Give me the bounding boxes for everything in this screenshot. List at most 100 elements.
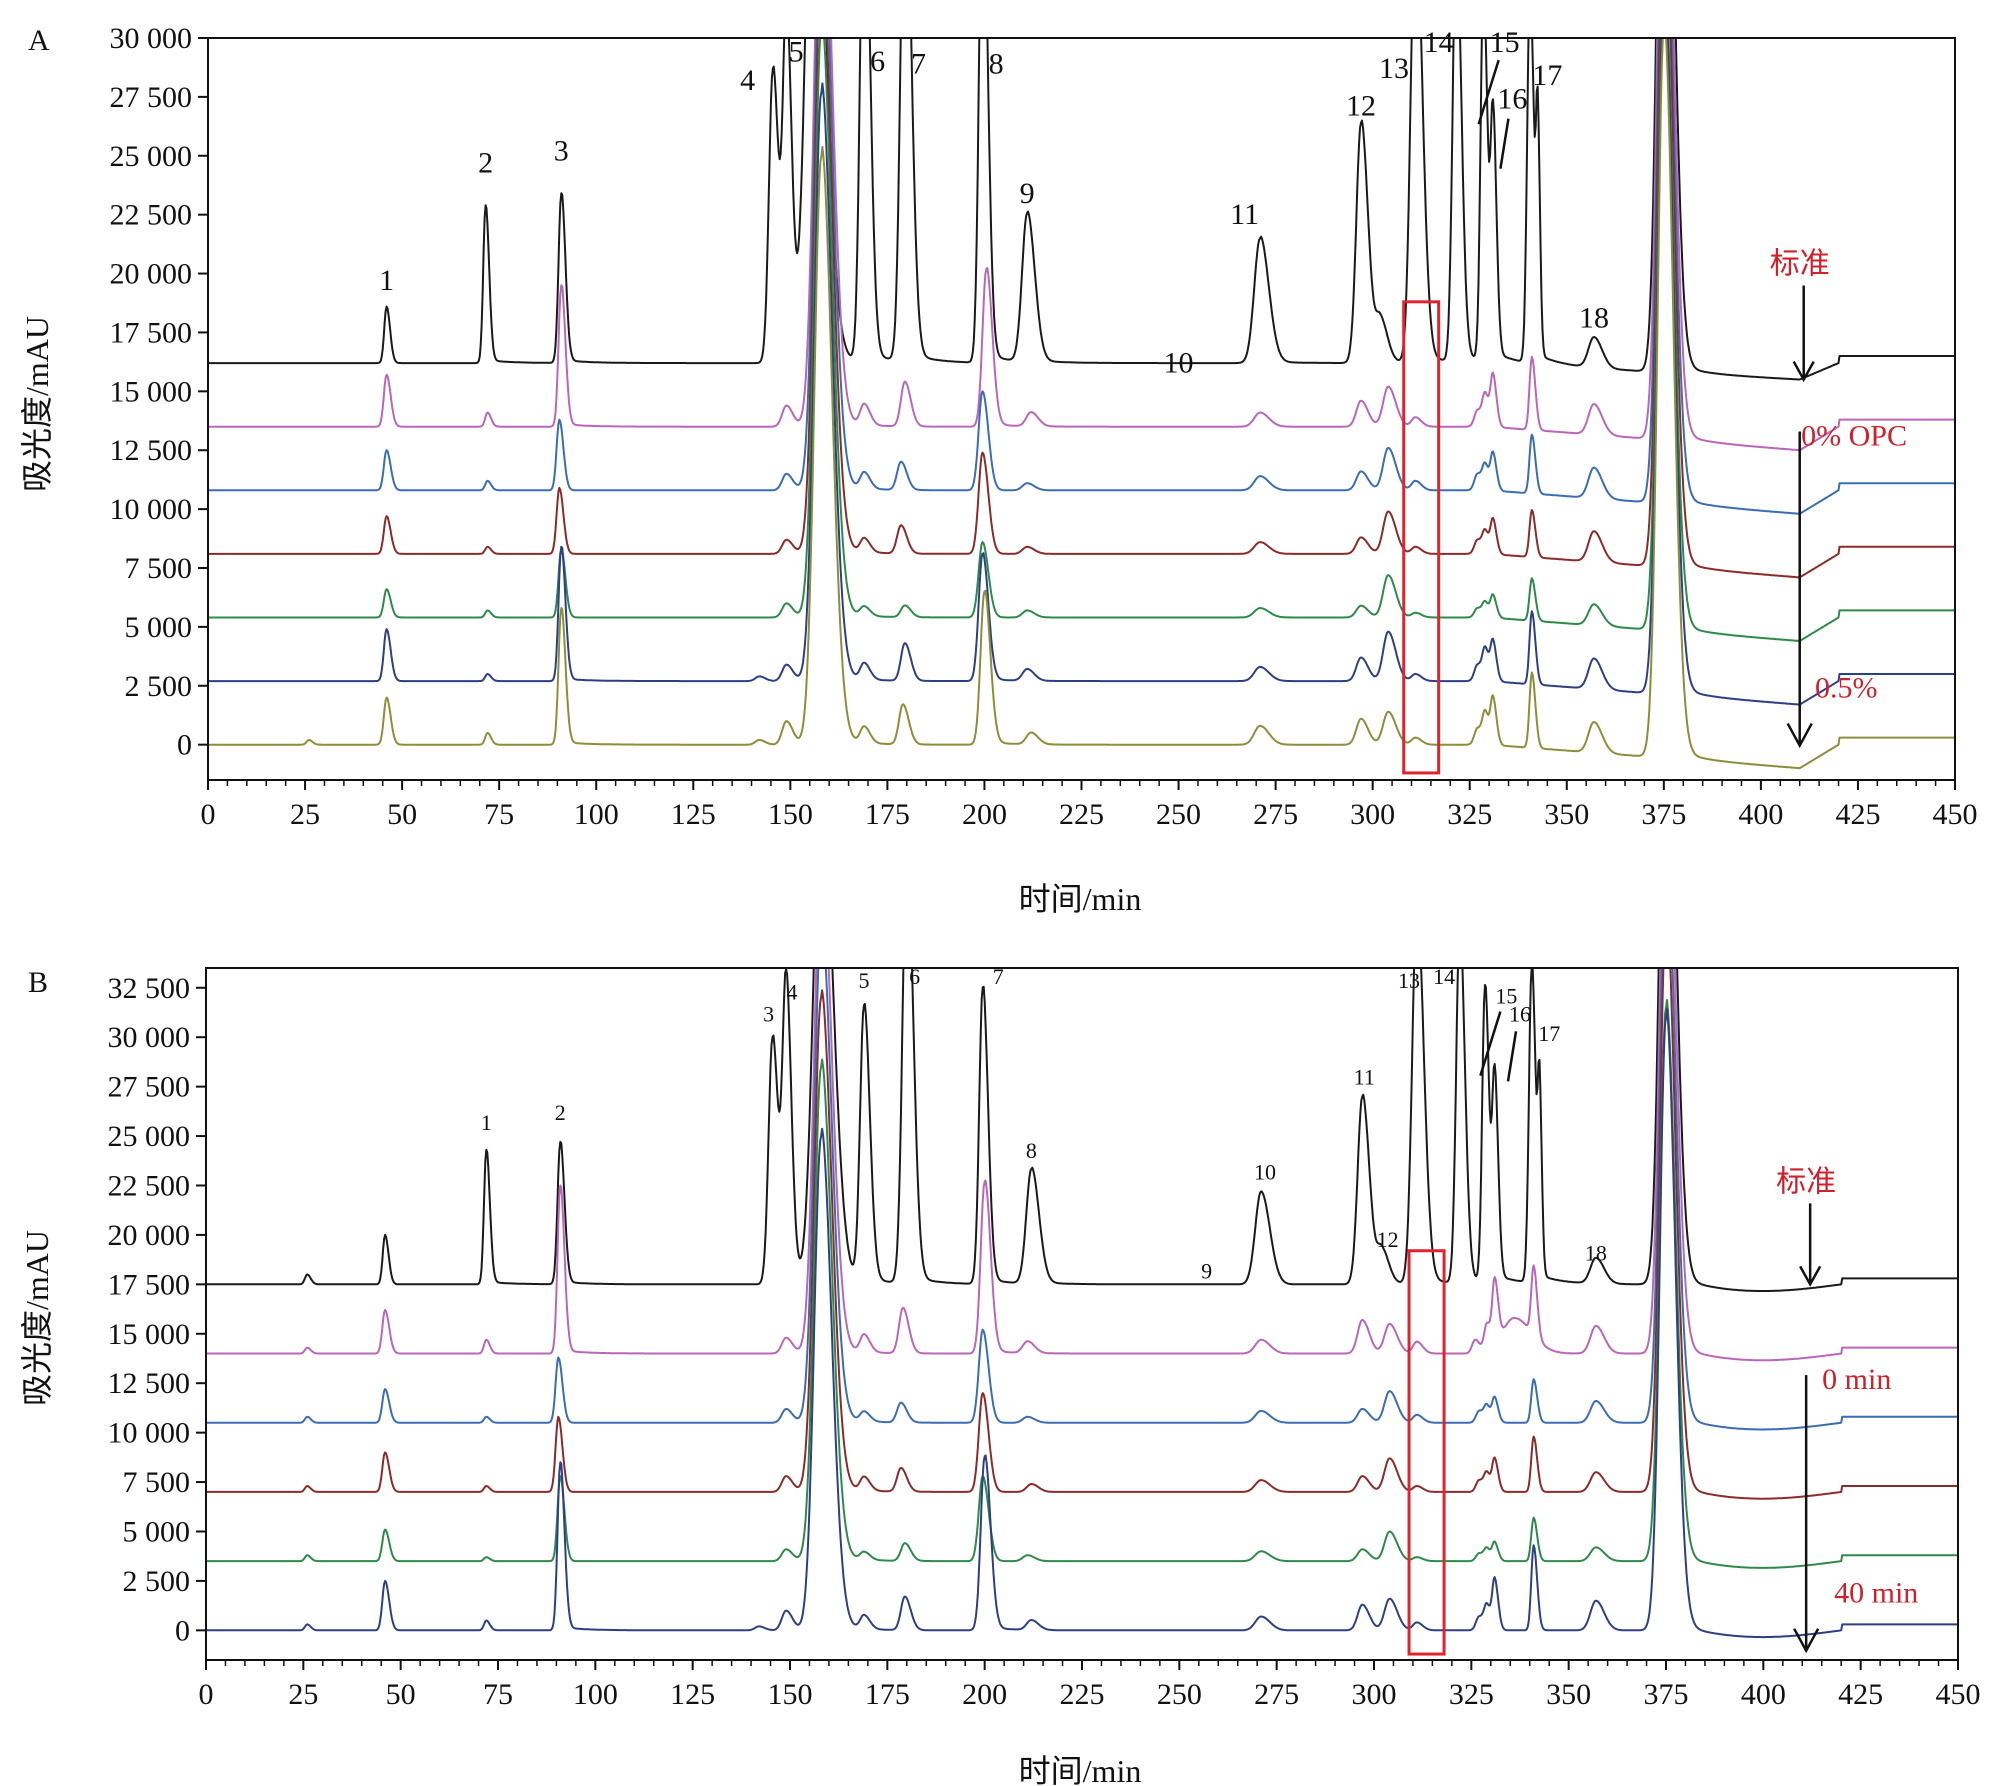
panel-a-x-tick-label: 75	[484, 798, 514, 831]
panel-b-frame	[205, 967, 1959, 1661]
panel-b-series-trace-5	[206, 1008, 1958, 1639]
panel-a-annotation: 标准	[1770, 248, 1830, 281]
panel-b-series-trace-4	[206, 999, 1958, 1569]
panel-b-annotation: 0 min	[1822, 1363, 1891, 1396]
panel-b-x-tick-label: 250	[1157, 1678, 1202, 1711]
panel-b-peak-label: 1	[481, 1110, 492, 1135]
panel-b-peak-label: 5	[858, 968, 869, 993]
panel-b-x-tick-label: 425	[1838, 1678, 1883, 1711]
panel-b-x-tick-label: 400	[1741, 1678, 1786, 1711]
panel-b-x-tick-label: 25	[288, 1678, 318, 1711]
panel-b-peak-label: 7	[993, 964, 1004, 989]
panel-a-x-tick-label: 100	[574, 798, 619, 831]
panel-a-x-tick-label: 150	[768, 798, 813, 831]
panel-a-y-tick-label: 27 500	[110, 81, 193, 114]
panel-a-peak-label: 2	[478, 146, 493, 179]
panel-a-x-tick-label: 200	[962, 798, 1007, 831]
panel-a-x-tick-label: 250	[1156, 798, 1201, 831]
panel-a-series-order-arrow-head	[1786, 722, 1813, 749]
panel-a-y-tick-label: 22 500	[110, 199, 193, 232]
panel-a-annotations: 标准 0% OPC 0.5%	[1770, 248, 1907, 749]
panel-a-peak-label: 16	[1497, 83, 1527, 116]
panel-a-peak-15-leader	[1477, 59, 1500, 125]
panel-a-x-tick-label: 25	[290, 798, 320, 831]
panel-a-x-tick-label: 50	[387, 798, 417, 831]
panel-b-peak-label: 3	[763, 1001, 774, 1026]
panel-a-y-tick-label: 25 000	[110, 140, 193, 173]
panel-a-peak-label: 3	[554, 134, 569, 167]
panel-a-peak-label: 18	[1579, 302, 1609, 335]
panel-b-peak-label: 18	[1585, 1241, 1607, 1266]
panel-a-series-trace-6	[208, 38, 1955, 770]
panel-b-peak-label: 8	[1026, 1138, 1037, 1163]
panel-a-annotation: 0.5%	[1815, 672, 1878, 705]
panel-b-y-tick-label: 0	[175, 1614, 190, 1647]
panel-b-y-tick-label: 5 000	[123, 1515, 191, 1548]
panel-b-y-tick-label: 15 000	[108, 1318, 191, 1351]
panel-b-annotations: 标准 0 min 40 min	[1776, 1165, 1918, 1654]
panel-b-peak-15-leader	[1479, 1011, 1502, 1076]
panel-a-y-axis-title: 吸光度/mAU	[19, 316, 55, 492]
panel-b-x-tick-label: 125	[670, 1678, 715, 1711]
panel-a-y-tick-label: 0	[177, 729, 192, 762]
panel-b-peak-label: 13	[1398, 968, 1420, 993]
panel-b-x-tick-label: 300	[1352, 1678, 1397, 1711]
panel-a-x-tick-label: 300	[1350, 798, 1395, 831]
panel-b-y-tick-label: 12 500	[108, 1367, 191, 1400]
panel-b-peak-label: 11	[1354, 1065, 1375, 1090]
panel-b-x-tick-label: 50	[386, 1678, 416, 1711]
panel-b-y-tick-label: 30 000	[108, 1021, 191, 1054]
panel-a-peak-label: 1	[379, 264, 394, 297]
panel-b-y-axis-title: 吸光度/mAU	[19, 1230, 55, 1406]
panel-b-x-tick-label: 75	[483, 1678, 513, 1711]
panel-a-x-tick-label: 175	[865, 798, 910, 831]
panel-b-x-tick-label: 225	[1060, 1678, 1105, 1711]
panel-b-x-tick-label: 200	[962, 1678, 1007, 1711]
panel-a-peak-label: 13	[1379, 52, 1409, 85]
panel-b-y-tick-label: 20 000	[108, 1219, 191, 1252]
panel-b-x-tick-label: 325	[1449, 1678, 1494, 1711]
panel-b-series-trace-3	[206, 968, 1958, 1500]
panel-a-x-tick-label: 325	[1447, 798, 1492, 831]
panel-b-y-tick-label: 22 500	[108, 1169, 191, 1202]
panel-a-y-tick-label: 7 500	[125, 552, 193, 585]
panel-a-y-tick-label: 2 500	[125, 670, 193, 703]
panel-a-x-tick-label: 450	[1933, 798, 1978, 831]
panel-b-x-tick-label: 375	[1644, 1678, 1689, 1711]
panel-b-peak-label: 17	[1538, 1021, 1560, 1046]
panel-b-y-tick-label: 27 500	[108, 1071, 191, 1104]
panel-b-series-order-arrow-head	[1793, 1628, 1820, 1654]
panel-a-series-trace-2	[208, 38, 1955, 515]
panel-b-peak-label: 9	[1201, 1258, 1212, 1283]
panel-b-peak-label: 16	[1509, 1001, 1531, 1026]
panel-a-highlight-box	[1402, 300, 1441, 775]
panel-a-series-trace-4	[208, 38, 1955, 642]
panel-a-x-tick-label: 275	[1253, 798, 1298, 831]
panel-a-y-tick-label: 17 500	[110, 316, 193, 349]
panel-a: 0 25 50 75 100 125 150 175 200 225 250 275 300 325 350…	[19, 22, 1978, 917]
panel-a-x-tick-label: 350	[1544, 798, 1589, 831]
panel-b-y-tick-label: 2 500	[123, 1565, 191, 1598]
panel-b-standard-arrow-head	[1799, 1265, 1822, 1287]
panel-b-peak-label: 15	[1495, 984, 1517, 1009]
panel-a-x-tick-label: 425	[1835, 798, 1880, 831]
panel-a-peak-label: 15	[1490, 26, 1520, 59]
panel-b-series	[206, 968, 1958, 1639]
panel-b: 0 25 50 75 100 125 150 175 200 225 250 275 300 325 350…	[19, 964, 1981, 1786]
panel-a-peak-label: 11	[1230, 198, 1259, 231]
panel-a-peak-label: 14	[1424, 26, 1454, 59]
panel-a-peak-16-leader	[1499, 118, 1510, 169]
panel-b-series-trace-0	[206, 968, 1958, 1292]
panel-b-peak-label: 10	[1254, 1160, 1276, 1185]
panel-a-peak-label: 6	[870, 45, 885, 78]
panel-b-peak-16-leader	[1506, 1031, 1518, 1082]
panel-b-x-tick-label: 350	[1546, 1678, 1591, 1711]
panel-b-x-axis-title: 时间/min	[1019, 1753, 1142, 1786]
panel-a-y-tick-label: 20 000	[110, 258, 193, 291]
panel-a-y-tick-label: 5 000	[125, 611, 193, 644]
panel-b-letter: B	[28, 966, 48, 999]
panel-a-series	[208, 38, 1955, 770]
panel-b-peak-label: 12	[1377, 1227, 1399, 1252]
